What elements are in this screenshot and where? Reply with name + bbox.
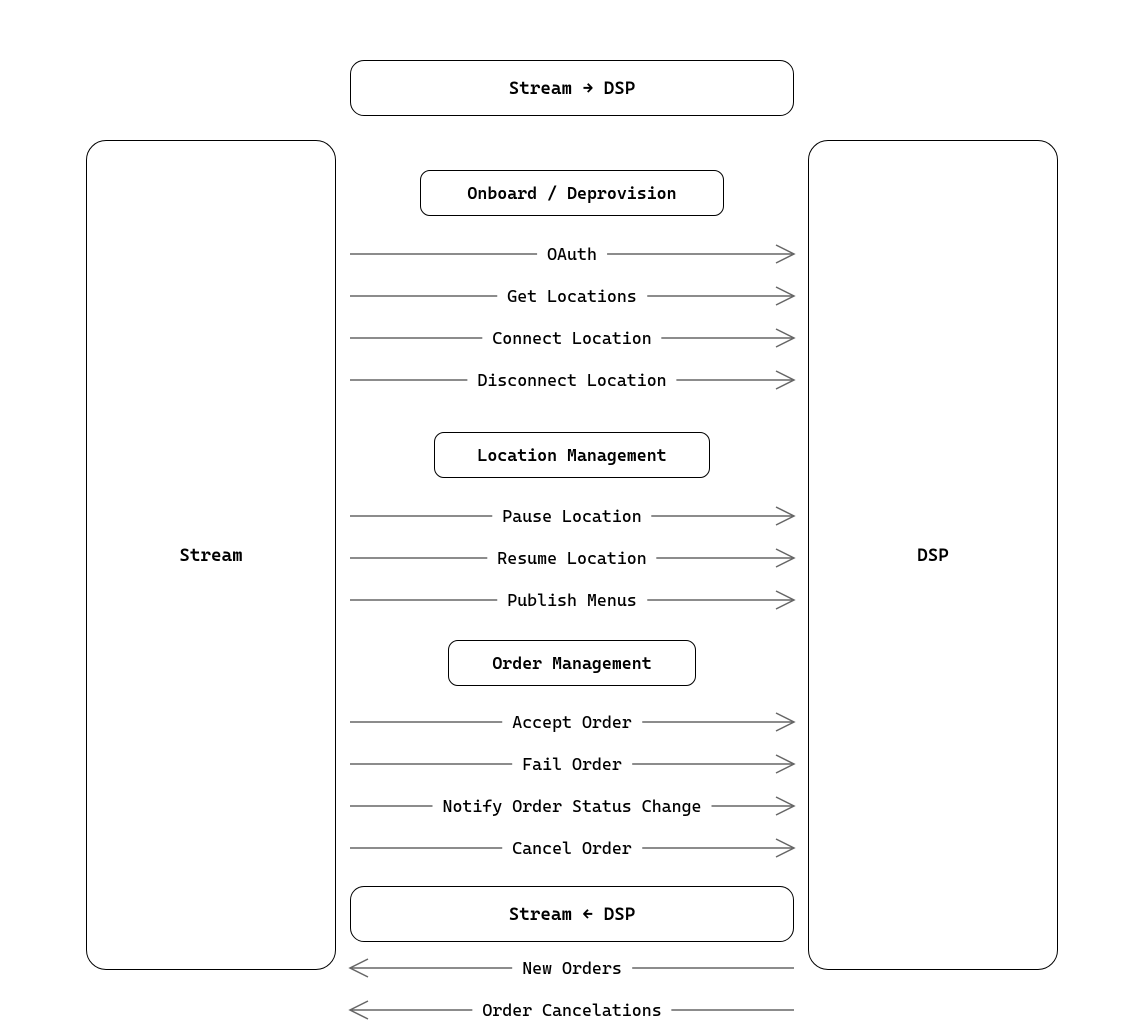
flow-label: Get Locations: [497, 286, 647, 306]
flow-row: Order Cancelations: [0, 998, 1144, 1022]
flow-label: Disconnect Location: [467, 370, 676, 390]
flow-row: Pause Location: [0, 504, 1144, 528]
flow-label: Resume Location: [487, 548, 656, 568]
diagram-canvas: StreamDSPStream → DSPOnboard / Deprovisi…: [0, 0, 1144, 1032]
flow-row: Disconnect Location: [0, 368, 1144, 392]
flow-row: Cancel Order: [0, 836, 1144, 860]
section-title: Onboard / Deprovision: [467, 183, 676, 203]
section-box: Order Management: [448, 640, 696, 686]
flow-row: Publish Menus: [0, 588, 1144, 612]
section-title: Order Management: [492, 653, 651, 673]
flow-label: Notify Order Status Change: [433, 796, 712, 816]
flow-label: Fail Order: [512, 754, 632, 774]
flow-row: Get Locations: [0, 284, 1144, 308]
header-stream-to-dsp-label: Stream → DSP: [509, 78, 636, 99]
flow-row: Notify Order Status Change: [0, 794, 1144, 818]
flow-row: Accept Order: [0, 710, 1144, 734]
header-dsp-to-stream-label: Stream ← DSP: [509, 904, 636, 925]
flow-label: Publish Menus: [497, 590, 647, 610]
flow-row: Resume Location: [0, 546, 1144, 570]
flow-row: Fail Order: [0, 752, 1144, 776]
section-box: Onboard / Deprovision: [420, 170, 724, 216]
header-stream-to-dsp: Stream → DSP: [350, 60, 794, 116]
flow-label: Accept Order: [502, 712, 642, 732]
section-title: Location Management: [477, 445, 666, 465]
flow-label: OAuth: [537, 244, 607, 264]
flow-label: Pause Location: [492, 506, 651, 526]
flow-row: Connect Location: [0, 326, 1144, 350]
flow-label: Connect Location: [482, 328, 661, 348]
header-dsp-to-stream: Stream ← DSP: [350, 886, 794, 942]
flow-row: New Orders: [0, 956, 1144, 980]
flow-row: OAuth: [0, 242, 1144, 266]
flow-label: Order Cancelations: [472, 1000, 671, 1020]
flow-label: New Orders: [512, 958, 632, 978]
section-box: Location Management: [434, 432, 710, 478]
flow-label: Cancel Order: [502, 838, 642, 858]
